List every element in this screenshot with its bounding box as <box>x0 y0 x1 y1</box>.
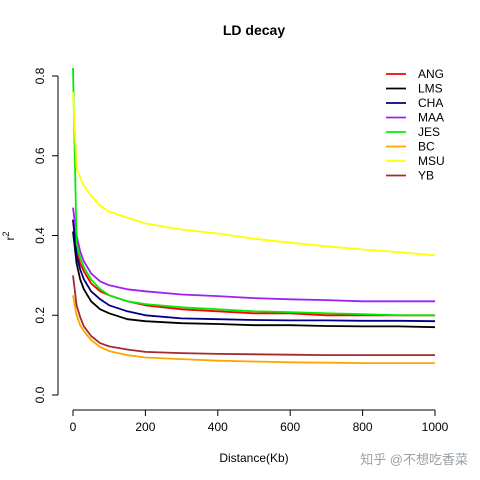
series-line-cha <box>72 219 436 323</box>
y-tick-label: 0.0 <box>33 386 47 403</box>
x-tick-label: 1000 <box>422 420 449 434</box>
series-line-ang <box>72 219 435 317</box>
series-line-msu <box>72 91 436 257</box>
y-tick-label: 0.6 <box>33 147 47 164</box>
legend-label-maa: MAA <box>418 111 444 125</box>
x-tick-label: 400 <box>208 420 228 434</box>
y-tick-label: 0.4 <box>33 227 47 244</box>
series-lines <box>72 67 436 365</box>
legend-label-msu: MSU <box>418 154 445 168</box>
legend-label-yb: YB <box>418 169 434 183</box>
y-tick-label: 0.8 <box>33 67 47 84</box>
legend-label-lms: LMS <box>418 82 443 96</box>
series-line-yb <box>72 275 435 357</box>
y-axis-label-superscript: 2 <box>1 231 11 236</box>
x-tick-label: 200 <box>135 420 155 434</box>
series-line-maa <box>72 207 435 303</box>
legend-label-cha: CHA <box>418 96 443 110</box>
chart-title: LD decay <box>223 22 285 38</box>
x-tick-label: 0 <box>70 420 77 434</box>
series-line-bc <box>72 295 435 365</box>
y-axis-label-r: r <box>3 237 17 241</box>
x-tick-label: 600 <box>280 420 300 434</box>
legend-label-ang: ANG <box>418 67 444 81</box>
y-tick-label: 0.2 <box>33 307 47 324</box>
series-line-lms <box>72 231 436 329</box>
legend-label-bc: BC <box>418 140 435 154</box>
x-axis-label: Distance(Kb) <box>219 451 288 465</box>
y-axis-label: r2 <box>1 231 17 240</box>
series-line-jes <box>72 67 435 317</box>
legend-label-jes: JES <box>418 125 440 139</box>
y-axis: 0.0 0.2 0.4 0.6 0.8 <box>33 67 59 403</box>
x-tick-label: 800 <box>353 420 373 434</box>
svg-text:r2: r2 <box>1 231 17 240</box>
watermark-text: 知乎 @不想吃香菜 <box>360 452 468 467</box>
x-axis: 0 200 400 600 800 1000 <box>70 409 449 434</box>
